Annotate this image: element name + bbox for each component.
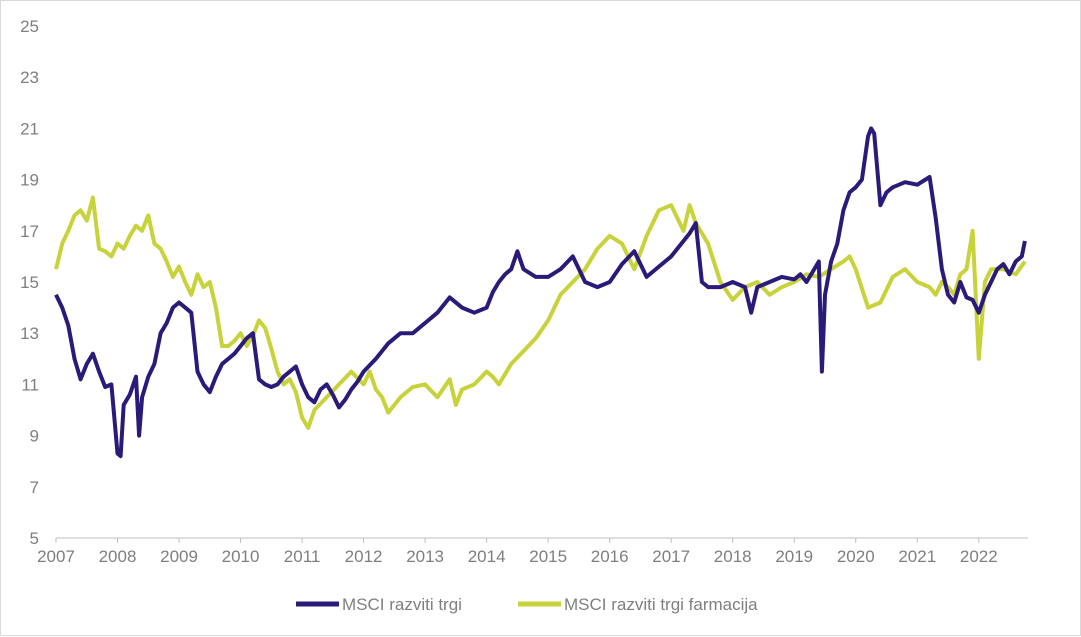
- x-tick-label: 2020: [837, 547, 875, 566]
- x-tick-label: 2016: [591, 547, 629, 566]
- legend-item-msci-razviti-trgi-farmacija: MSCI razviti trgi farmacija: [518, 595, 758, 614]
- series-line-msci-razviti-trgi-farmacija: [54, 195, 1027, 430]
- y-tick-label: 19: [20, 171, 39, 190]
- legend-label-msci-razviti-trgi-farmacija: MSCI razviti trgi farmacija: [564, 595, 758, 614]
- legend-item-msci-razviti-trgi: MSCI razviti trgi: [296, 595, 462, 614]
- x-tick-label: 2014: [468, 547, 506, 566]
- x-tick-label: 2008: [99, 547, 137, 566]
- y-tick-label: 25: [20, 17, 39, 36]
- x-tick-label: 2010: [222, 547, 260, 566]
- x-tick-label: 2018: [714, 547, 752, 566]
- x-tick-label: 2019: [775, 547, 813, 566]
- x-tick-label: 2022: [960, 547, 998, 566]
- y-tick-label: 17: [20, 222, 39, 241]
- y-tick-label: 9: [30, 427, 39, 446]
- x-tick-label: 2012: [345, 547, 383, 566]
- y-tick-label: 7: [30, 478, 39, 497]
- y-tick-label: 11: [21, 375, 39, 394]
- y-tick-label: 23: [20, 68, 39, 87]
- series-lines: [54, 126, 1027, 459]
- series-line-msci-razviti-trgi: [54, 126, 1027, 459]
- y-tick-label: 21: [20, 119, 39, 138]
- legend: MSCI razviti trgi MSCI razviti trgi farm…: [296, 595, 758, 614]
- legend-label-msci-razviti-trgi: MSCI razviti trgi: [342, 595, 462, 614]
- x-tick-label: 2007: [37, 547, 75, 566]
- x-axis: 2007 2008 2009 2010 2011 2012 2013 2014 2015 2016…: [37, 538, 998, 566]
- x-tick-label: 2013: [406, 547, 444, 566]
- x-tick-label: 2011: [284, 547, 321, 566]
- y-tick-label: 5: [30, 529, 39, 548]
- y-tick-label: 15: [20, 273, 39, 292]
- x-tick-label: 2017: [652, 547, 690, 566]
- x-tick-label: 2015: [529, 547, 567, 566]
- x-tick-label: 2021: [898, 547, 936, 566]
- y-axis: 5 7 9 11 13 15 17 19 21 23 25: [20, 17, 39, 548]
- y-tick-label: 13: [20, 324, 39, 343]
- x-tick-label: 2009: [160, 547, 198, 566]
